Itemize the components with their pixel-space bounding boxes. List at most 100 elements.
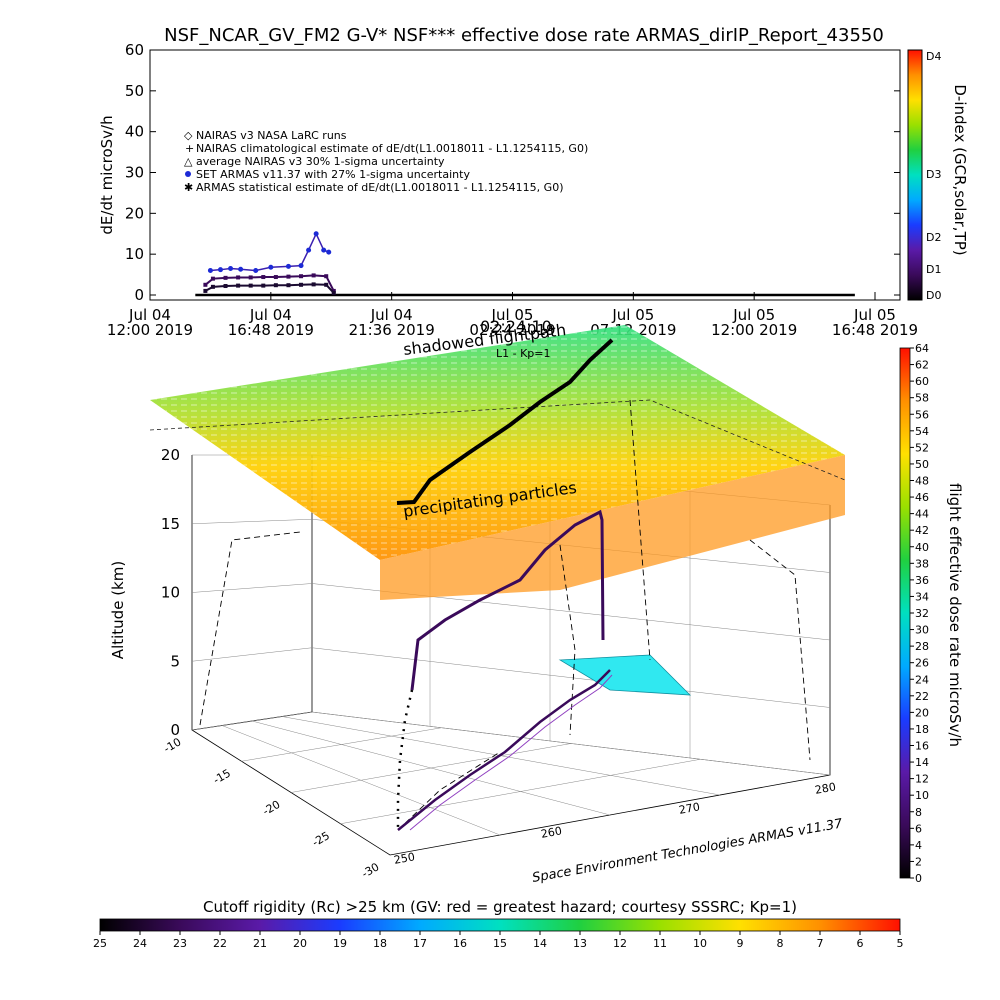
dose-tick-label: 30 [915,624,929,637]
top-legend: ◇ NAIRAS v3 NASA LaRC runs + NAIRAS clim… [184,129,588,194]
cutoff-tick-label: 23 [173,937,187,950]
top-x-tick-label-time: 16:48 2019 [832,321,918,339]
top-y-ticks: 0 10 20 30 40 50 60 [125,41,900,304]
top-series-point [273,275,278,280]
floor-gridline [251,720,611,816]
top-series-point [203,288,208,293]
top-series-point [228,265,234,271]
wall-gridline [311,647,831,708]
altitude-tick-label: 5 [170,652,180,670]
figure-title: NSF_NCAR_GV_FM2 G-V* NSF*** effective do… [164,25,884,46]
dose-tick-label: 46 [915,491,929,504]
dose-colorbar-gradient [899,347,911,879]
cutoff-tick-label: 24 [133,937,147,950]
top-series-point [321,247,327,253]
cutoff-tick-label: 19 [333,937,347,950]
top-y-tick-label: 40 [125,123,144,141]
top-x-tick-label-time: 12:00 2019 [107,321,193,339]
dose-tick-label: 48 [915,475,929,488]
top-x-tick-label-date: Jul 04 [370,306,413,324]
cutoff-tick-label: 14 [533,937,547,950]
top-series-point [261,283,266,288]
d-tick-d2: D2 [926,231,941,244]
longitude-tick-label: 280 [814,780,837,796]
top-series-point [223,284,228,289]
top-series-point [285,263,291,269]
latitude-tick-label: -25 [310,829,332,849]
dose-tick-label: 42 [915,524,929,537]
latitude-ticks: -10 -15 -20 -25 -30 [161,735,381,880]
altitude-tick-label: 10 [161,584,180,602]
dose-tick-label: 2 [915,855,922,868]
cutoff-colorbar-ticks: 25 24 23 22 21 20 19 18 17 16 15 14 13 12 11 10 9 8 7 6 5 [93,931,904,950]
latitude-tick-label: -20 [260,798,282,818]
dose-tick-label: 50 [915,458,929,471]
top-series-point [324,282,329,287]
top-series-point [273,283,278,288]
top-series-point [236,275,241,280]
top-y-tick-label: 0 [134,286,144,304]
legend-symbol-plus: + [185,142,194,155]
longitude-ticks: 250 260 270 280 [393,780,837,866]
footer-credit: Space Environment Technologies ARMAS v11… [531,816,844,886]
cutoff-tick-label: 11 [653,937,667,950]
dose-tick-label: 10 [915,789,929,802]
latitude-tick-label: -15 [211,767,233,787]
cutoff-tick-label: 13 [573,937,587,950]
dose-tick-label: 44 [915,508,929,521]
cutoff-colorbar-gradient [99,918,901,932]
top-series-point [306,247,312,253]
dose-colorbar-ticks: 0246810121416182022242628303234363840424… [910,342,929,885]
top-series-point [326,249,332,255]
top-series-point [298,263,304,269]
dose-tick-label: 56 [915,408,929,421]
top-series-point [313,231,319,237]
legend-symbol-dot [185,171,191,177]
dose-tick-label: 4 [915,839,922,852]
cutoff-tick-label: 17 [413,937,427,950]
dose-tick-label: 32 [915,607,929,620]
top-y-axis-label: dE/dt microSv/h [98,115,116,234]
annotation-time: 02:24:10 [480,317,552,336]
dose-tick-label: 26 [915,657,929,670]
top-series-point [299,282,304,287]
top-series-point [311,273,316,278]
flight-3d-chart: shadowed flightpath 02:24:10 L1 - Kp=1 p… [109,317,846,886]
cutoff-tick-label: 18 [373,937,387,950]
cutoff-tick-label: 7 [817,937,824,950]
annotation-l1: L1 - Kp=1 [496,347,551,360]
cutoff-tick-label: 12 [613,937,627,950]
cutoff-tick-label: 25 [93,937,107,950]
top-series-point [236,283,241,288]
top-series-point [203,282,208,287]
longitude-tick-label: 260 [540,824,563,840]
dose-tick-label: 60 [915,375,929,388]
dose-tick-label: 20 [915,706,929,719]
top-x-tick-label-time: 21:36 2019 [349,321,435,339]
wall-gridline [191,519,313,524]
top-series-point [311,282,316,287]
altitude-ticks: 0 5 10 15 20 [161,446,180,739]
layer-sheet-texture [150,325,845,560]
top-series-point [286,274,291,279]
dose-tick-label: 0 [915,872,922,885]
top-x-tick-label-date: Jul 05 [611,306,654,324]
top-series-point [331,290,336,295]
shadow-projections [199,399,811,831]
top-series-point [223,275,228,280]
altitude-tick-label: 15 [161,515,180,533]
dose-tick-label: 34 [915,590,929,603]
d-tick-d3: D3 [926,168,941,181]
top-x-tick-label-date: Jul 05 [732,306,775,324]
dose-rate-colorbar: 0246810121416182022242628303234363840424… [899,342,964,885]
d-tick-d4: D4 [926,50,941,63]
top-series-point [238,266,244,272]
latitude-tick-label: -30 [359,860,381,880]
cutoff-tick-label: 9 [737,937,744,950]
top-y-tick-label: 30 [125,164,144,182]
legend-entry-nairas-uncertainty: average NAIRAS v3 30% 1-sigma uncertaint… [196,155,445,168]
top-x-tick-label-date: Jul 05 [491,306,534,324]
wall-gridline [191,583,313,593]
dose-tick-label: 12 [915,773,929,786]
